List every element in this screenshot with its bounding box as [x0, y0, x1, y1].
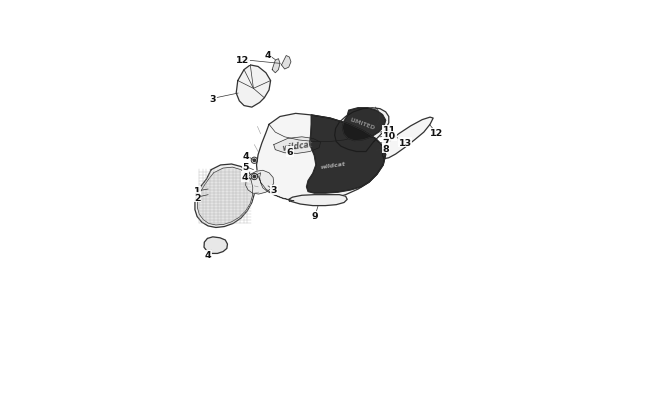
Text: 12: 12: [236, 56, 249, 65]
Text: 10: 10: [383, 132, 396, 141]
Polygon shape: [274, 137, 320, 154]
Text: 8: 8: [382, 145, 389, 153]
Text: 9: 9: [312, 212, 318, 221]
Text: 5: 5: [242, 163, 249, 172]
Text: 4: 4: [242, 173, 248, 181]
Polygon shape: [281, 56, 291, 70]
Polygon shape: [382, 118, 433, 159]
Polygon shape: [289, 195, 347, 206]
Circle shape: [253, 176, 255, 178]
Text: 6: 6: [287, 148, 293, 157]
Text: 4: 4: [243, 152, 250, 161]
Polygon shape: [204, 237, 227, 254]
Text: 4: 4: [265, 51, 272, 60]
Circle shape: [253, 160, 255, 162]
Polygon shape: [198, 168, 253, 226]
Polygon shape: [335, 109, 389, 152]
Text: 12: 12: [430, 129, 443, 138]
Text: 7: 7: [382, 138, 389, 147]
Text: 4: 4: [205, 251, 211, 260]
Polygon shape: [343, 109, 385, 141]
Polygon shape: [257, 114, 385, 202]
Text: 2: 2: [194, 193, 200, 202]
Text: 13: 13: [398, 138, 411, 147]
Text: LIMITED: LIMITED: [350, 117, 376, 130]
Text: 3: 3: [270, 186, 277, 195]
Text: 3: 3: [209, 95, 216, 104]
Polygon shape: [246, 171, 274, 194]
Polygon shape: [257, 173, 294, 201]
Text: wildcat: wildcat: [281, 139, 313, 153]
Polygon shape: [236, 66, 270, 108]
Text: 11: 11: [383, 126, 396, 135]
Polygon shape: [272, 60, 280, 74]
Text: wildcat: wildcat: [320, 161, 346, 170]
Text: 1: 1: [194, 187, 200, 196]
Polygon shape: [307, 116, 385, 194]
Polygon shape: [195, 164, 254, 228]
